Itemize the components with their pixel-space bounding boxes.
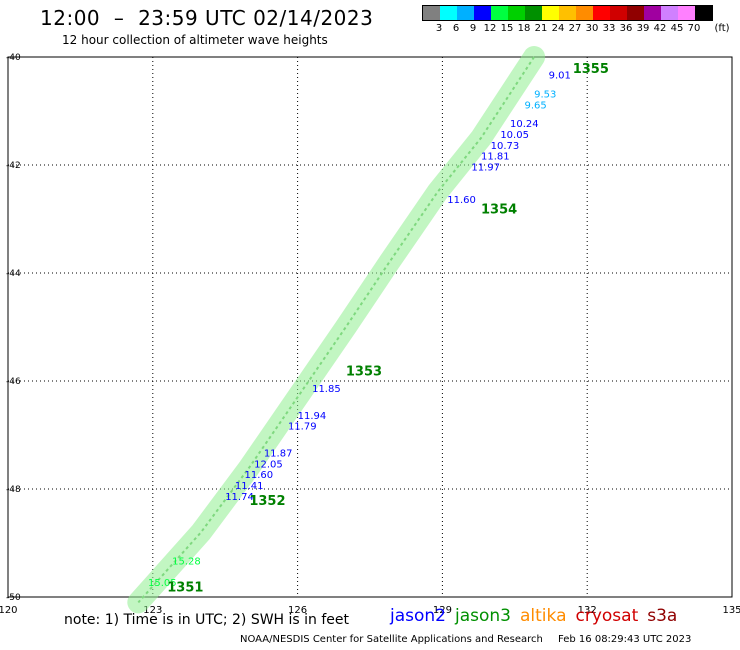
latitude-tick-label: -50 [6,593,21,603]
latitude-tick-label: -48 [6,485,21,495]
satellite-jason3: jason3 [455,606,511,626]
note-text: note: 1) Time is in UTC; 2) SWH is in fe… [64,612,350,628]
wave-height-label: 10.24 [510,119,539,130]
legend-swatch [610,6,627,20]
wave-height-label: 11.60 [245,470,274,481]
legend-tick-label: 39 [636,23,650,34]
legend-tick-label: 30 [585,23,599,34]
wave-height-label: 9.53 [534,90,556,101]
map-frame [7,56,733,598]
legend-tick-label: 70 [687,23,701,34]
pass-number-label: 1352 [249,494,285,509]
wave-height-label: 15.28 [172,557,201,568]
legend-swatch [542,6,559,20]
legend-swatch [457,6,474,20]
page-title: 12:00 – 23:59 UTC 02/14/2023 [40,6,374,30]
ground-track-centerline [137,56,535,604]
longitude-tick-label: 135 [722,605,740,616]
longitude-tick-label: 129 [433,605,452,616]
page-subtitle: 12 hour collection of altimeter wave hei… [62,33,328,47]
legend-swatch [593,6,610,20]
footer: NOAA/NESDIS Center for Satellite Applica… [240,634,691,645]
legend-tick-label: 24 [551,23,565,34]
legend-tick-label: 21 [534,23,548,34]
latitude-tick-label: -42 [6,161,21,171]
satellite-s3a: s3a [647,606,678,626]
wave-height-label: 11.79 [288,422,317,433]
wave-height-label: 15.05 [148,578,177,589]
pass-number-label: 1354 [481,203,517,218]
legend-tick-label: 45 [670,23,684,34]
legend-tick-label: 18 [517,23,531,34]
legend-swatch [474,6,491,20]
ground-track [127,46,546,614]
latitude-tick-label: -44 [6,269,21,279]
wave-height-label: 11.74 [225,492,254,503]
satellite-key: jason2 jason3 altika cryosat s3a [390,606,686,626]
wave-height-label: 12.05 [254,459,283,470]
legend-unit: (ft) [714,23,730,34]
satellite-cryosat: cryosat [575,606,639,626]
legend-tick-label: 42 [653,23,667,34]
legend-swatch [678,6,695,20]
legend-tick-label: 15 [500,23,514,34]
wave-height-label: 11.81 [481,152,510,163]
legend-tick-label: 33 [602,23,616,34]
legend-tick-label: 9 [469,23,477,34]
pass-number-label: 1355 [573,62,609,77]
legend-swatch [508,6,525,20]
satellite-altika: altika [520,606,567,626]
legend-tick-label: 3 [435,23,443,34]
wave-height-label: 11.41 [235,481,264,492]
color-legend: (ft) 3 6 9 12 15 18 21 24 27 30 33 36 39 42 45 70 [422,5,730,35]
longitude-tick-label: 132 [578,605,597,616]
legend-swatch [525,6,542,20]
wave-height-label: 11.60 [447,195,476,206]
wave-height-label: 10.73 [491,141,520,152]
legend-swatch [627,6,644,20]
legend-color-bar [422,5,713,21]
longitude-tick-label: 120 [0,605,18,616]
legend-swatch [695,6,712,20]
wave-height-label: 11.94 [298,411,327,422]
legend-tick-label: 12 [483,23,497,34]
wave-height-label: 11.87 [264,449,293,460]
latitude-tick-label: -46 [6,377,21,387]
legend-swatch [491,6,508,20]
legend-swatch [440,6,457,20]
legend-swatch [576,6,593,20]
wave-height-label: 11.97 [471,162,500,173]
latitude-tick-label: -40 [6,53,21,63]
longitude-tick-label: 126 [288,605,307,616]
legend-swatch [661,6,678,20]
legend-swatch [644,6,661,20]
longitude-tick-label: 123 [143,605,162,616]
legend-swatch [559,6,576,20]
legend-tick-labels: (ft) 3 6 9 12 15 18 21 24 27 30 33 36 39 42 45 70 [422,21,730,35]
legend-tick-label: 27 [568,23,582,34]
legend-tick-label: 36 [619,23,633,34]
wave-height-label: 10.05 [500,130,529,141]
pass-number-label: 1351 [167,581,203,596]
wave-height-label: 9.65 [524,100,546,111]
legend-swatch [423,6,440,20]
pass-number-label: 1353 [346,365,382,380]
footer-timestamp: Feb 16 08:29:43 UTC 2023 [558,634,692,645]
satellite-jason2: jason2 [390,606,446,626]
wave-height-label: 11.85 [312,384,341,395]
wave-height-label: 9.01 [549,71,571,82]
legend-tick-label: 6 [452,23,460,34]
footer-center: NOAA/NESDIS Center for Satellite Applica… [240,634,543,645]
